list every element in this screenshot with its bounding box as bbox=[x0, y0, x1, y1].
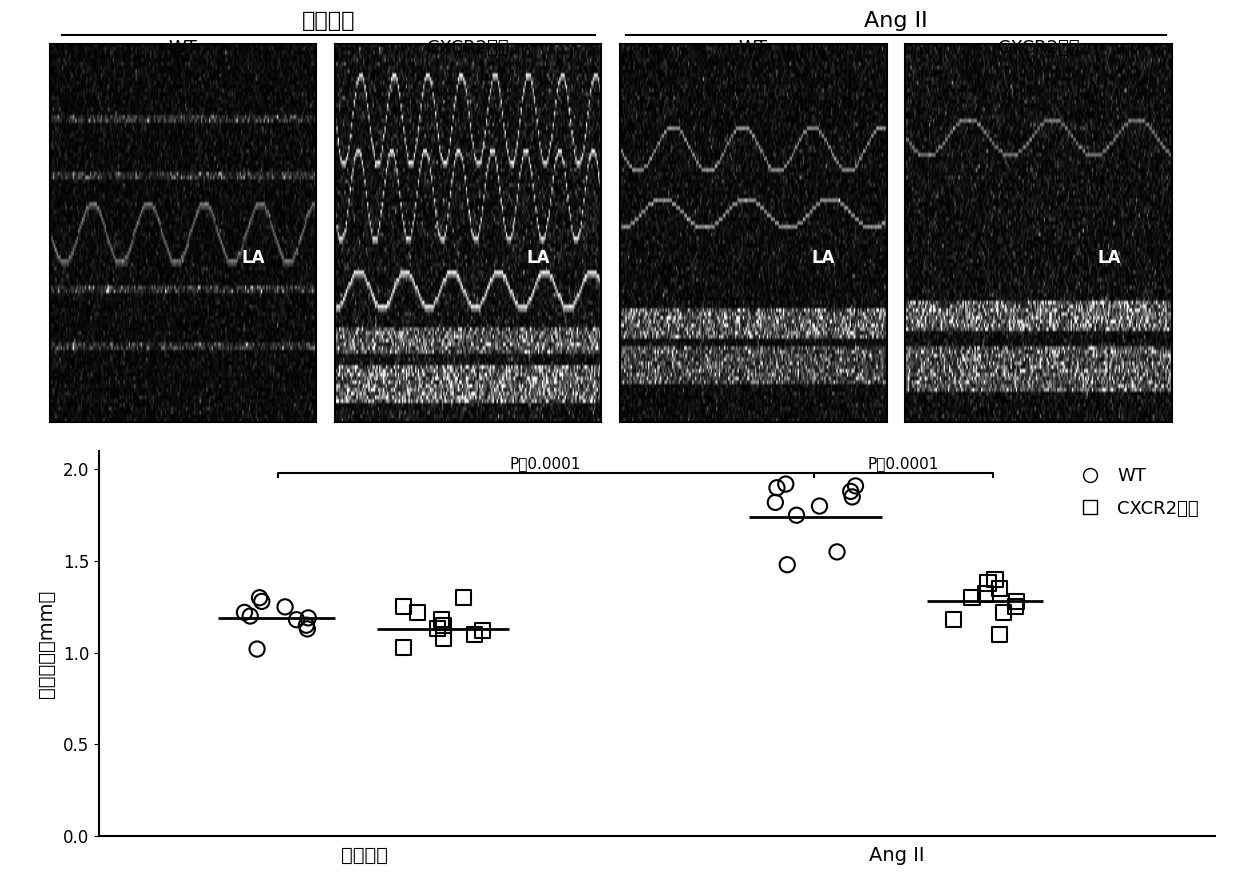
Text: CXCR2敲除: CXCR2敲除 bbox=[998, 40, 1079, 57]
Point bbox=[846, 479, 866, 493]
Text: CXCR2敲除: CXCR2敲除 bbox=[428, 40, 508, 57]
Point bbox=[842, 490, 862, 504]
Point bbox=[777, 558, 797, 572]
Point bbox=[408, 605, 428, 620]
Point bbox=[985, 572, 1004, 586]
Text: LA: LA bbox=[812, 249, 836, 268]
Point bbox=[990, 582, 1009, 596]
Point bbox=[247, 642, 267, 656]
Y-axis label: 左房内径（mm）: 左房内径（mm） bbox=[37, 590, 56, 698]
Text: P＜0.0001: P＜0.0001 bbox=[868, 456, 939, 471]
Point bbox=[454, 590, 474, 605]
Point bbox=[296, 618, 316, 632]
Point bbox=[810, 499, 830, 513]
Point bbox=[765, 495, 785, 510]
Point bbox=[298, 622, 317, 636]
Point bbox=[432, 612, 451, 627]
Text: WT: WT bbox=[739, 40, 768, 57]
Point bbox=[976, 587, 996, 601]
Point bbox=[465, 627, 485, 642]
Text: LA: LA bbox=[527, 249, 551, 268]
Point bbox=[993, 605, 1013, 620]
Point bbox=[841, 484, 861, 498]
Text: P＜0.0001: P＜0.0001 bbox=[510, 456, 582, 471]
Point bbox=[275, 600, 295, 614]
Point bbox=[428, 622, 448, 636]
Point bbox=[1007, 594, 1027, 608]
Point bbox=[299, 611, 319, 625]
Point bbox=[394, 600, 414, 614]
Point bbox=[827, 545, 847, 559]
Text: LA: LA bbox=[1097, 249, 1121, 268]
Point bbox=[241, 609, 260, 623]
Point bbox=[944, 612, 963, 627]
Point bbox=[962, 590, 982, 605]
Point bbox=[434, 618, 454, 632]
Point bbox=[234, 605, 254, 620]
Point bbox=[472, 624, 492, 638]
Point bbox=[768, 480, 787, 495]
Point bbox=[990, 627, 1009, 642]
Point bbox=[434, 631, 454, 645]
Point bbox=[249, 590, 269, 605]
Text: LA: LA bbox=[242, 249, 265, 268]
Point bbox=[252, 594, 272, 608]
Point bbox=[1006, 600, 1025, 614]
Legend: WT, CXCR2敲除: WT, CXCR2敲除 bbox=[1065, 460, 1207, 525]
Point bbox=[978, 576, 998, 590]
Point bbox=[786, 508, 806, 522]
Text: Ang II: Ang II bbox=[864, 11, 928, 31]
Text: 生理盐水: 生理盐水 bbox=[301, 11, 356, 31]
Point bbox=[776, 477, 796, 491]
Point bbox=[286, 612, 306, 627]
Point bbox=[393, 640, 413, 654]
Text: WT: WT bbox=[169, 40, 197, 57]
